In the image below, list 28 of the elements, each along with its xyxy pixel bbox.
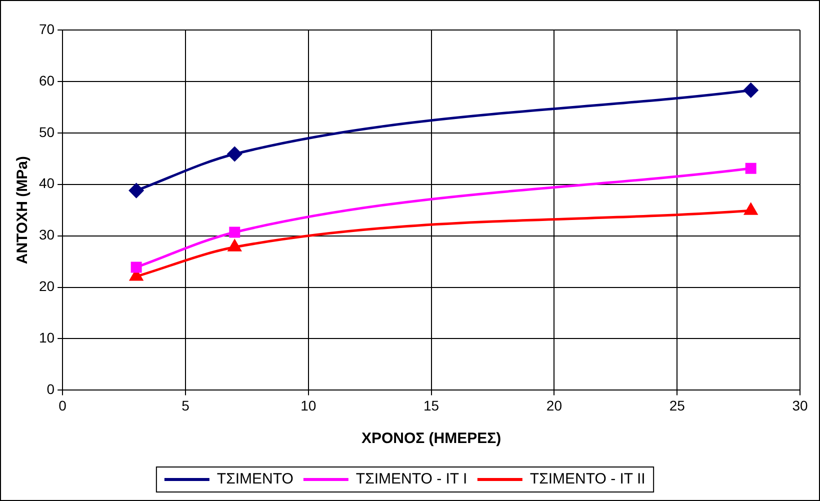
y-tick-label: 10 <box>38 330 55 346</box>
point <box>744 82 758 98</box>
x-tick-label: 0 <box>58 397 67 414</box>
point <box>228 240 242 252</box>
point <box>227 146 242 162</box>
y-axis-title: ΑΝΤΟΧΗ (MPa) <box>14 156 32 264</box>
legend-label: ΤΣΙΜΕΝΤΟ - ΙΤ ΙΙ <box>530 470 646 488</box>
y-tick-label: 70 <box>38 20 55 37</box>
point <box>744 203 758 215</box>
y-tick-label: 0 <box>46 381 55 398</box>
point <box>129 183 144 198</box>
y-tick-label: 50 <box>38 124 55 140</box>
y-tick-label: 20 <box>38 278 55 294</box>
point <box>229 226 240 238</box>
point <box>745 162 756 174</box>
legend-label: ΤΣΙΜΕΝΤΟ <box>216 470 294 488</box>
point <box>130 262 142 273</box>
legend-label: ΤΣΙΜΕΝΤΟ - ΙΤ Ι <box>356 470 468 488</box>
y-tick-label: 30 <box>38 226 55 243</box>
y-tick-label: 40 <box>38 175 55 192</box>
x-tick-label: 15 <box>423 397 440 414</box>
x-tick-label: 5 <box>182 397 190 414</box>
x-axis-title: ΧΡΟΝΟΣ (ΗΜΕΡΕΣ) <box>361 430 502 448</box>
y-tick-label: 60 <box>38 72 55 88</box>
x-tick-label: 25 <box>669 397 686 414</box>
x-tick-label: 10 <box>300 397 316 414</box>
x-tick-label: 20 <box>546 397 562 414</box>
x-tick-label: 30 <box>792 397 808 414</box>
